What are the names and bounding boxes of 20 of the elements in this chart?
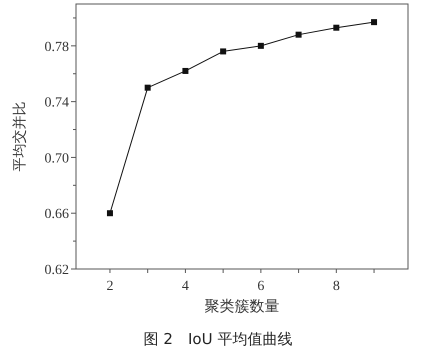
x-axis-title: 聚类簇数量: [204, 297, 280, 315]
point: [106, 210, 113, 216]
y-tick-label: 0.70: [44, 151, 69, 166]
point: [258, 42, 264, 49]
x-tick-label: 2: [106, 279, 114, 294]
point: [371, 19, 378, 26]
x-tick-label: 4: [182, 279, 189, 294]
y-tick-label: 0.66: [44, 207, 69, 222]
x-tick-label: 8: [332, 279, 340, 294]
x-tick-label: 6: [257, 279, 264, 294]
point: [333, 24, 340, 31]
y-tick-label: 0.74: [44, 96, 69, 111]
point: [182, 68, 188, 74]
caption: 图 2 IoU 平均值曲线: [144, 330, 292, 348]
point: [296, 32, 302, 38]
y-tick-label: 0.62: [44, 263, 69, 278]
point: [144, 84, 151, 91]
y-tick-label: 0.78: [44, 40, 69, 55]
y-axis-title: 平均交并比: [12, 102, 28, 172]
point: [220, 48, 226, 54]
